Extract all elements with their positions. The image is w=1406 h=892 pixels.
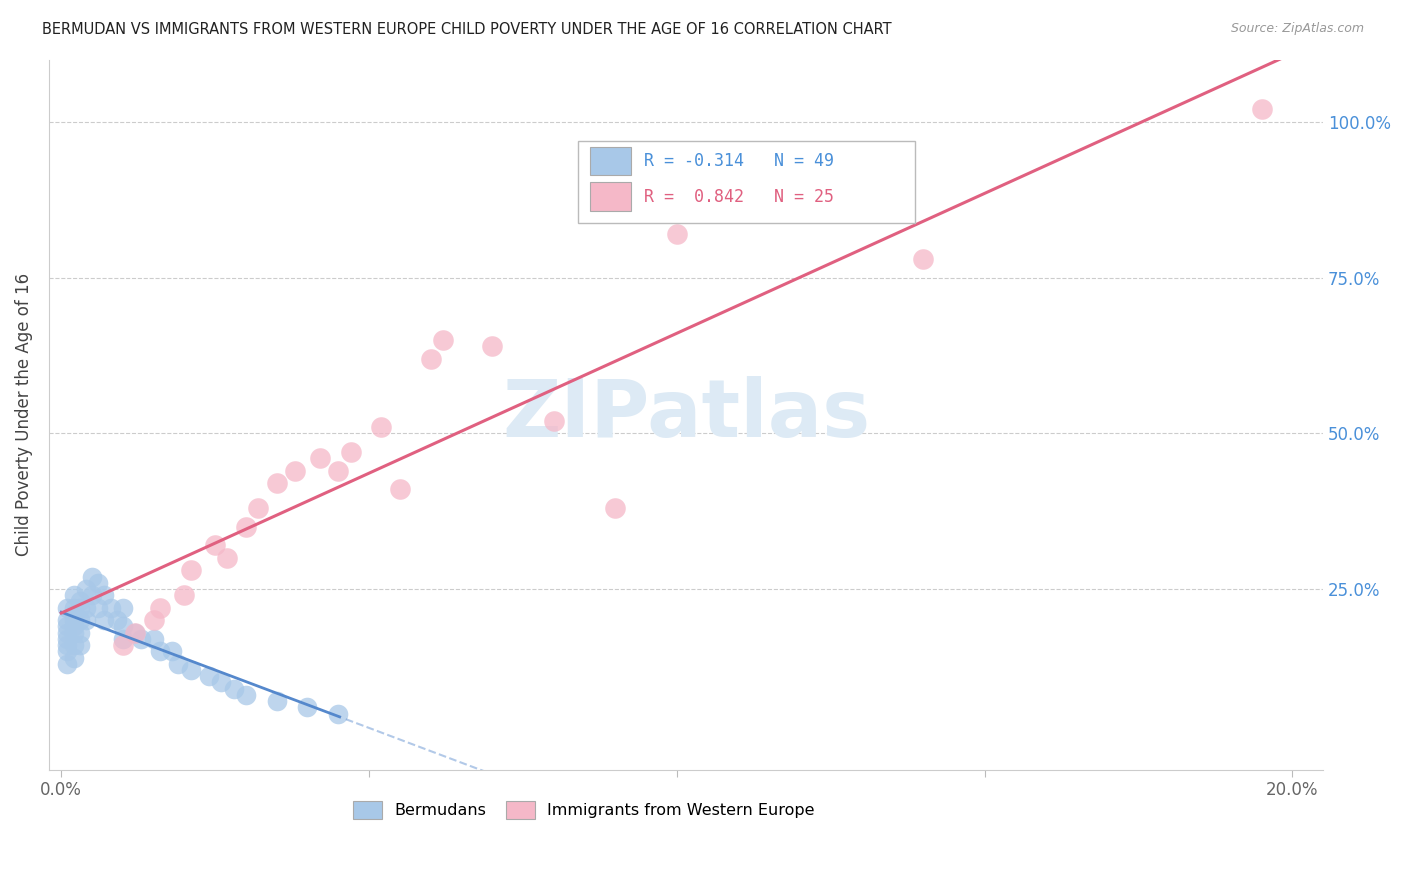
Point: [328, 706, 350, 721]
Point: [266, 476, 288, 491]
Point: [111, 600, 134, 615]
Point: [388, 483, 411, 497]
Point: [124, 625, 146, 640]
Point: [235, 520, 257, 534]
Point: [62, 607, 84, 621]
Point: [1250, 103, 1272, 117]
Point: [75, 600, 97, 615]
Point: [180, 663, 202, 677]
Point: [149, 600, 172, 615]
Point: [111, 638, 134, 652]
Point: [87, 575, 110, 590]
Point: [56, 619, 79, 633]
Point: [605, 501, 627, 516]
Point: [62, 619, 84, 633]
Point: [266, 694, 288, 708]
Point: [308, 451, 330, 466]
FancyBboxPatch shape: [591, 147, 631, 176]
Point: [56, 600, 79, 615]
Point: [222, 681, 245, 696]
Point: [111, 619, 134, 633]
Text: Source: ZipAtlas.com: Source: ZipAtlas.com: [1230, 22, 1364, 36]
Point: [56, 613, 79, 627]
Text: R =  0.842   N = 25: R = 0.842 N = 25: [644, 187, 834, 206]
Point: [111, 632, 134, 646]
Point: [167, 657, 190, 671]
Point: [180, 563, 202, 577]
Point: [69, 613, 91, 627]
Point: [209, 675, 232, 690]
Point: [328, 464, 350, 478]
Point: [149, 644, 172, 658]
Point: [62, 638, 84, 652]
Point: [284, 464, 307, 478]
Point: [69, 625, 91, 640]
Y-axis label: Child Poverty Under the Age of 16: Child Poverty Under the Age of 16: [15, 273, 32, 557]
Text: BERMUDAN VS IMMIGRANTS FROM WESTERN EUROPE CHILD POVERTY UNDER THE AGE OF 16 COR: BERMUDAN VS IMMIGRANTS FROM WESTERN EURO…: [42, 22, 891, 37]
Point: [105, 613, 128, 627]
Point: [56, 644, 79, 658]
Point: [69, 594, 91, 608]
Point: [75, 582, 97, 596]
Point: [93, 613, 115, 627]
Point: [160, 644, 183, 658]
Point: [87, 600, 110, 615]
Legend: Bermudans, Immigrants from Western Europe: Bermudans, Immigrants from Western Europ…: [347, 795, 821, 826]
Point: [124, 625, 146, 640]
Point: [481, 339, 503, 353]
Point: [56, 657, 79, 671]
Point: [56, 638, 79, 652]
Point: [235, 688, 257, 702]
Point: [62, 613, 84, 627]
Point: [247, 501, 270, 516]
Point: [173, 588, 195, 602]
Point: [543, 414, 565, 428]
Point: [217, 550, 239, 565]
Point: [142, 613, 165, 627]
Point: [432, 333, 454, 347]
Point: [62, 600, 84, 615]
Point: [80, 569, 103, 583]
Point: [665, 227, 688, 241]
Point: [339, 445, 361, 459]
Point: [204, 538, 226, 552]
Point: [69, 638, 91, 652]
Point: [142, 632, 165, 646]
Point: [370, 420, 392, 434]
Point: [69, 600, 91, 615]
Point: [131, 632, 153, 646]
Text: R = -0.314   N = 49: R = -0.314 N = 49: [644, 153, 834, 170]
Point: [93, 588, 115, 602]
Point: [75, 613, 97, 627]
Point: [100, 600, 122, 615]
Point: [62, 625, 84, 640]
Point: [62, 588, 84, 602]
FancyBboxPatch shape: [591, 183, 631, 211]
Point: [56, 632, 79, 646]
Point: [198, 669, 221, 683]
Point: [297, 700, 319, 714]
FancyBboxPatch shape: [578, 141, 915, 223]
Point: [419, 351, 441, 366]
Point: [911, 252, 934, 266]
Point: [80, 588, 103, 602]
Point: [56, 625, 79, 640]
Point: [62, 650, 84, 665]
Text: ZIPatlas: ZIPatlas: [502, 376, 870, 454]
